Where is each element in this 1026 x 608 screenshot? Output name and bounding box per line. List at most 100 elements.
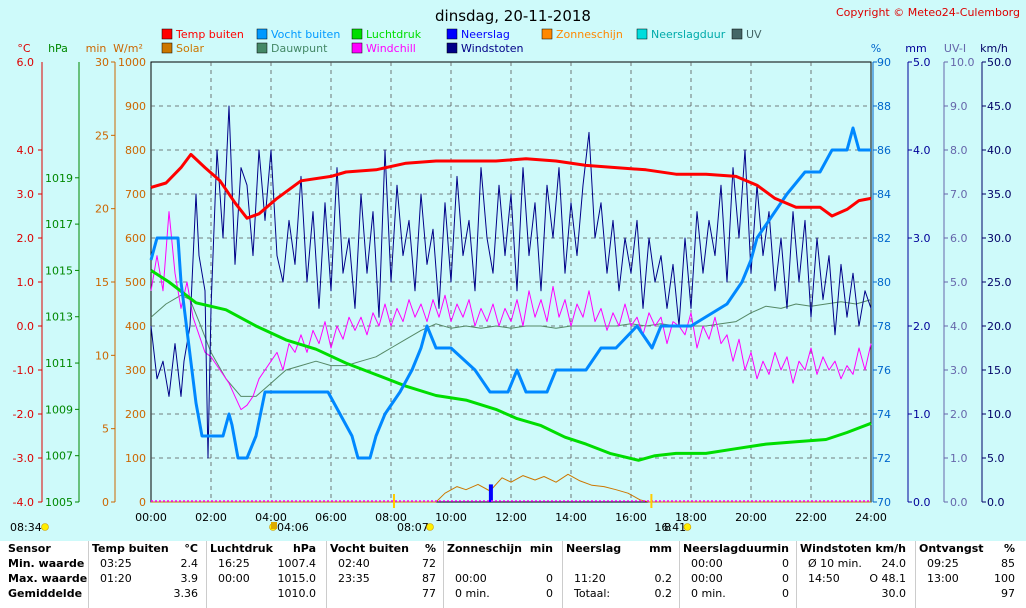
- axis-tick-uvi: 6.0: [950, 232, 968, 245]
- stats-cell-label: 01:20: [100, 572, 132, 585]
- legend-swatch: [256, 28, 268, 40]
- legend-swatch: [351, 28, 363, 40]
- stats-divider: [88, 541, 89, 608]
- axis-tick-wm2: 0: [139, 496, 146, 509]
- series-line-windstoten: [150, 105, 872, 459]
- axis-tick-kmh: 10.0: [987, 408, 1012, 421]
- stats-cell-label: 00:00: [691, 572, 723, 585]
- stats-cell-label: 16:25: [218, 557, 250, 570]
- stats-divider: [796, 541, 797, 608]
- axis-tick-pct: 82: [877, 232, 891, 245]
- axis-tick-kmh: 30.0: [987, 232, 1012, 245]
- stats-header: Neerslag: [566, 542, 622, 555]
- stats-column: Neerslag mm 11:20 0.2 Totaal: 0.2: [566, 541, 676, 608]
- stats-unit: %: [1003, 542, 1015, 555]
- stats-cell-label: 03:25: [100, 557, 132, 570]
- axis-tick-wm2: 100: [125, 452, 146, 465]
- stats-column: Neerslagduur min 00:00 0 00:00 0 0 min. 0: [683, 541, 793, 608]
- axis-tick-temp: 0.0: [17, 320, 35, 333]
- axis-tick-wm2: 900: [125, 100, 146, 113]
- stats-column: Sensor Min. waarde Max. waarde Gemiddelde: [8, 541, 88, 608]
- legend-swatch: [161, 28, 173, 40]
- x-tick-label: 10:00: [435, 511, 467, 524]
- stats-cell-value: 85: [1001, 557, 1015, 570]
- axis-tick-mm: 2.0: [913, 320, 931, 333]
- x-marker-label: 04:06: [277, 521, 309, 534]
- axis-tick-mm: 3.0: [913, 232, 931, 245]
- axis-tick-min: 30: [95, 56, 109, 69]
- axis-tick-hpa: 1011: [45, 357, 73, 370]
- legend-swatch: [446, 42, 458, 54]
- stats-cell-value: 97: [1001, 587, 1015, 600]
- stats-cell-value: O 48.1: [869, 572, 906, 585]
- axis-unit-uvi: UV-I: [944, 42, 966, 55]
- stats-cell-label: [919, 587, 927, 600]
- stats-header: Ontvangst: [919, 542, 984, 555]
- stats-divider: [915, 541, 916, 608]
- x-tick-label: 02:00: [195, 511, 227, 524]
- legend-label: Neerslag: [461, 28, 510, 41]
- axis-tick-wm2: 300: [125, 364, 146, 377]
- x-tick-label: 18:00: [675, 511, 707, 524]
- x-tick-label: 22:00: [795, 511, 827, 524]
- chart-title: dinsdag, 20-11-2018: [435, 7, 591, 25]
- stats-cell-label: 13:00: [927, 572, 959, 585]
- axis-tick-pct: 70: [877, 496, 891, 509]
- stats-cell-value: 2.4: [180, 557, 199, 570]
- stats-cell-value: 77: [422, 587, 436, 600]
- stats-unit: %: [424, 542, 436, 555]
- axis-tick-kmh: 5.0: [987, 452, 1005, 465]
- axis-tick-uvi: 3.0: [950, 364, 968, 377]
- stats-cell-value: 0: [782, 572, 789, 585]
- x-marker-label: 08:07: [397, 521, 429, 534]
- axis-tick-min: 25: [95, 129, 109, 142]
- axis-tick-temp: 1.0: [17, 276, 35, 289]
- stats-unit: min: [529, 542, 553, 555]
- axis-tick-uvi: 0.0: [950, 496, 968, 509]
- legend-swatch: [541, 28, 553, 40]
- axis-tick-min: 5: [102, 423, 109, 436]
- stats-cell-label: [566, 557, 574, 570]
- axis-tick-pct: 84: [877, 188, 891, 201]
- x-tick-label: 20:00: [735, 511, 767, 524]
- stats-cell-label: 0 min.: [455, 587, 490, 600]
- axis-tick-min: 15: [95, 276, 109, 289]
- x-marker-label: 08:34: [10, 521, 42, 534]
- stats-cell-value: 0.2: [654, 572, 673, 585]
- axis-unit-wm2: W/m²: [113, 42, 143, 55]
- stats-column: Temp buiten °C 03:25 2.4 01:20 3.9 3.36: [92, 541, 202, 608]
- x-marker-label: 8: [664, 521, 671, 534]
- stats-cell-label: 14:50: [808, 572, 840, 585]
- axis-tick-temp: 4.0: [17, 144, 35, 157]
- axis-tick-kmh: 15.0: [987, 364, 1012, 377]
- legend-label: Dauwpunt: [271, 42, 328, 55]
- axis-tick-wm2: 500: [125, 276, 146, 289]
- stats-cell-label: 09:25: [927, 557, 959, 570]
- axis-tick-uvi: 8.0: [950, 144, 968, 157]
- stats-cell-label: [330, 587, 338, 600]
- axis-tick-mm: 0.0: [913, 496, 931, 509]
- stats-header: Vocht buiten: [330, 542, 409, 555]
- axis-tick-temp: 6.0: [17, 56, 35, 69]
- x-tick-label: 12:00: [495, 511, 527, 524]
- legend-label: Zonneschijn: [556, 28, 623, 41]
- x-tick-label: 14:00: [555, 511, 587, 524]
- stats-cell-label: [210, 587, 218, 600]
- stats-header: Zonneschijn: [447, 542, 522, 555]
- axis-tick-uvi: 5.0: [950, 276, 968, 289]
- series-line-vocht-buiten: [149, 126, 871, 460]
- sun-marker-icon: [41, 523, 49, 531]
- series-line-luchtdruk: [150, 269, 872, 462]
- weather-chart: dinsdag, 20-11-2018 Copyright © Meteo24-C…: [0, 0, 1026, 541]
- legend-swatch: [446, 28, 458, 40]
- stats-cell-value: 3.36: [173, 587, 199, 600]
- axis-tick-min: 10: [95, 349, 109, 362]
- axis-tick-uvi: 4.0: [950, 320, 968, 333]
- axis-tick-pct: 90: [877, 56, 891, 69]
- legend-swatch: [731, 28, 743, 40]
- x-tick-label: 08:00: [375, 511, 407, 524]
- axis-tick-mm: 1.0: [913, 408, 931, 421]
- stats-cell-label: 0 min.: [691, 587, 726, 600]
- stats-cell-label: [92, 587, 100, 600]
- axis-tick-hpa: 1013: [45, 311, 73, 324]
